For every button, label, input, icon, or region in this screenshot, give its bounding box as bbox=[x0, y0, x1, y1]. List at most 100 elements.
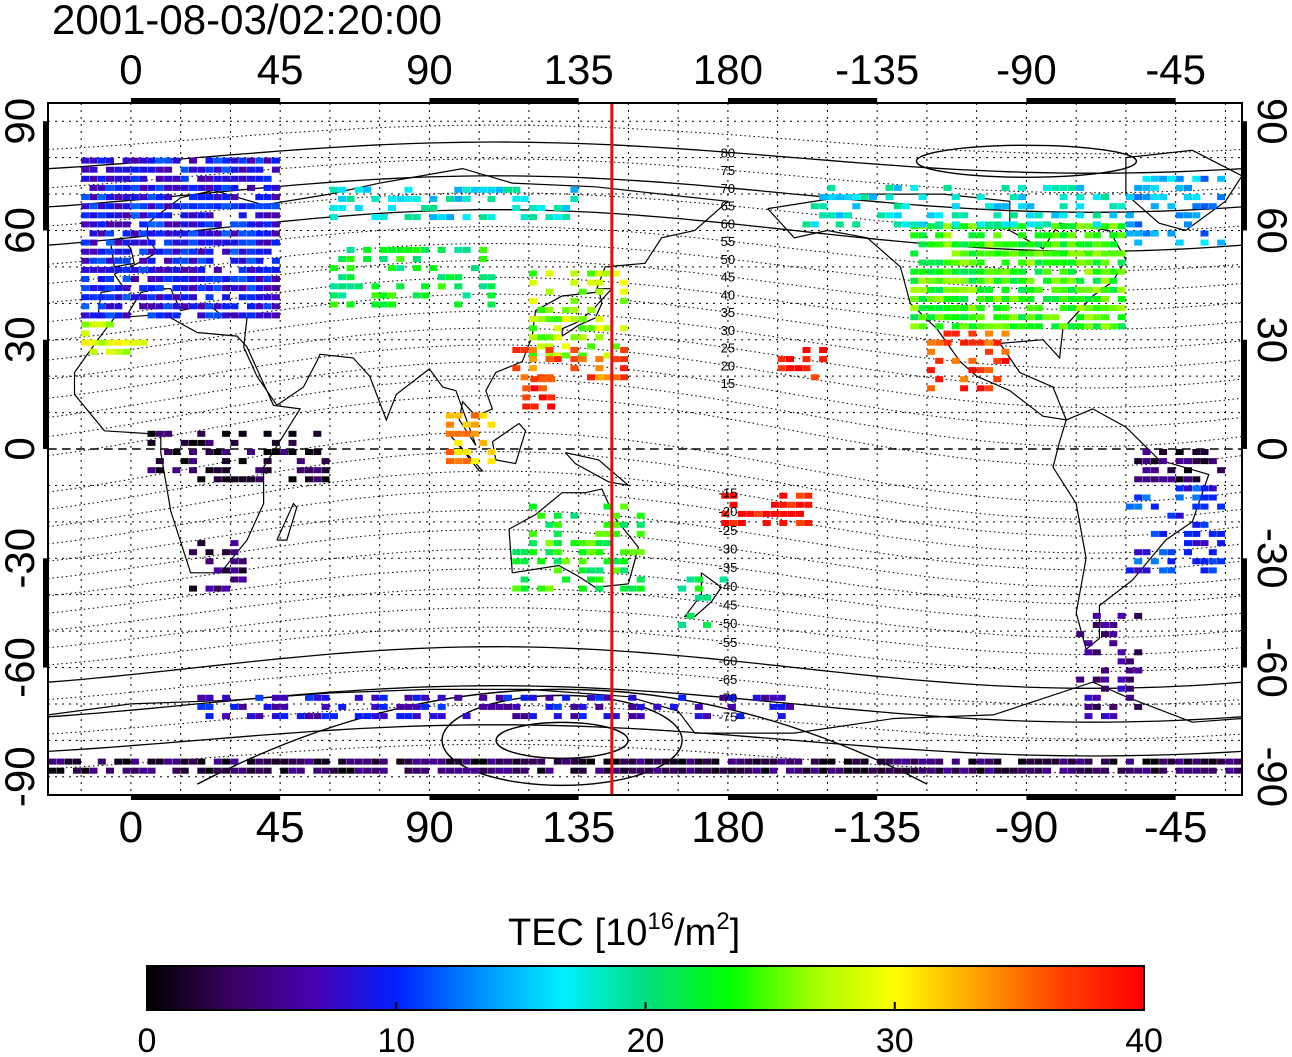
tec-cell bbox=[1001, 184, 1010, 191]
tec-cell bbox=[1175, 476, 1184, 483]
tec-cell bbox=[155, 758, 164, 765]
map-plot-area: 8075706560555045403530252015-15-20-25-30… bbox=[48, 103, 1242, 795]
tec-cell bbox=[205, 558, 214, 565]
tec-cell bbox=[147, 767, 156, 774]
tec-cell bbox=[155, 230, 164, 237]
tec-cell bbox=[454, 195, 463, 202]
tec-cell bbox=[255, 285, 264, 292]
bottom-lon-tick-label: -135 bbox=[833, 803, 921, 852]
tec-cell bbox=[628, 549, 637, 556]
tec-cell bbox=[729, 501, 738, 508]
tec-cell bbox=[993, 250, 1002, 257]
tec-cell bbox=[155, 276, 164, 282]
tec-cell bbox=[130, 194, 139, 201]
tec-cell bbox=[1159, 549, 1168, 556]
tec-cell bbox=[528, 694, 537, 701]
tec-cell bbox=[1208, 767, 1217, 774]
tec-cell bbox=[777, 365, 786, 372]
tec-cell bbox=[570, 758, 579, 765]
tec-cell bbox=[611, 558, 620, 565]
tec-cell bbox=[147, 294, 156, 301]
tec-cell bbox=[504, 767, 512, 774]
tec-cell bbox=[1217, 530, 1226, 537]
tec-cell bbox=[1200, 175, 1209, 182]
tec-cell bbox=[1101, 758, 1109, 765]
tec-cell bbox=[578, 703, 587, 710]
tec-cell bbox=[1109, 232, 1118, 239]
tec-cell bbox=[943, 277, 952, 284]
tec-cell bbox=[114, 175, 123, 182]
tec-cell bbox=[636, 703, 645, 710]
tec-cell bbox=[951, 296, 960, 302]
tec-cell bbox=[1001, 305, 1010, 312]
tec-cell bbox=[89, 157, 98, 164]
tec-cell bbox=[48, 767, 56, 774]
tec-cell bbox=[1150, 476, 1159, 483]
tec-cell bbox=[1043, 758, 1051, 765]
tec-cell bbox=[926, 268, 935, 275]
tec-cell bbox=[1001, 241, 1010, 248]
tec-cell bbox=[197, 266, 206, 273]
tec-cell bbox=[155, 166, 164, 173]
tec-cell bbox=[910, 232, 919, 239]
tec-cell bbox=[578, 585, 587, 592]
tec-cell bbox=[620, 549, 629, 556]
tec-cell bbox=[620, 567, 629, 574]
tec-cell bbox=[537, 512, 546, 519]
tec-cell bbox=[1192, 449, 1201, 455]
tec-cell bbox=[1018, 259, 1027, 266]
tec-cell bbox=[230, 285, 239, 292]
tec-cell bbox=[553, 325, 562, 332]
top-lon-tick-label: 135 bbox=[544, 46, 614, 93]
tec-cell bbox=[1200, 558, 1209, 565]
tec-cell bbox=[470, 758, 479, 765]
tec-cell bbox=[288, 767, 297, 774]
contour-label: -30 bbox=[719, 541, 738, 556]
tec-cell bbox=[819, 758, 828, 765]
tec-cell bbox=[918, 314, 927, 321]
tec-cell bbox=[89, 166, 98, 173]
tec-cell bbox=[271, 194, 280, 201]
tec-cell bbox=[1067, 305, 1076, 312]
tec-cell bbox=[926, 767, 935, 774]
tec-cell bbox=[222, 239, 231, 246]
tec-cell bbox=[446, 458, 454, 465]
tec-cell bbox=[371, 694, 380, 701]
tec-cell bbox=[636, 512, 645, 519]
tec-cell bbox=[1101, 622, 1109, 628]
tec-cell bbox=[147, 430, 156, 437]
tec-cell bbox=[271, 312, 280, 319]
tec-cell bbox=[769, 694, 778, 701]
tec-cell bbox=[155, 248, 164, 255]
tec-cell bbox=[1092, 296, 1101, 302]
tec-cell bbox=[910, 758, 919, 765]
tec-cell bbox=[1134, 458, 1143, 465]
tec-cell bbox=[230, 230, 239, 237]
tec-cell bbox=[553, 758, 562, 765]
tec-cell bbox=[429, 195, 438, 202]
tec-cell bbox=[213, 449, 222, 455]
tec-cell bbox=[976, 367, 985, 374]
tec-cell bbox=[189, 230, 197, 237]
tec-cell bbox=[636, 767, 645, 774]
tec-cell bbox=[603, 530, 612, 537]
tec-cell bbox=[520, 713, 529, 720]
axis-tick-labels: 0045459090135135180180-135-135-90-90-45-… bbox=[0, 46, 1292, 852]
tec-cell bbox=[106, 157, 114, 164]
tec-cell bbox=[147, 303, 156, 310]
contour-label: -40 bbox=[719, 579, 738, 594]
tec-cell bbox=[462, 767, 471, 774]
tec-cell bbox=[130, 184, 139, 191]
tec-cell bbox=[819, 212, 828, 219]
tec-cell bbox=[238, 266, 247, 273]
tec-cell bbox=[976, 323, 985, 330]
tec-cell bbox=[329, 767, 338, 774]
tec-cell bbox=[960, 323, 969, 330]
tec-cell bbox=[587, 576, 595, 583]
tec-cell bbox=[81, 212, 90, 219]
tec-cell bbox=[1084, 286, 1093, 293]
tec-cell bbox=[388, 195, 396, 202]
tec-cell bbox=[114, 294, 123, 301]
tec-cell bbox=[1026, 314, 1035, 321]
tec-cell bbox=[97, 212, 106, 219]
